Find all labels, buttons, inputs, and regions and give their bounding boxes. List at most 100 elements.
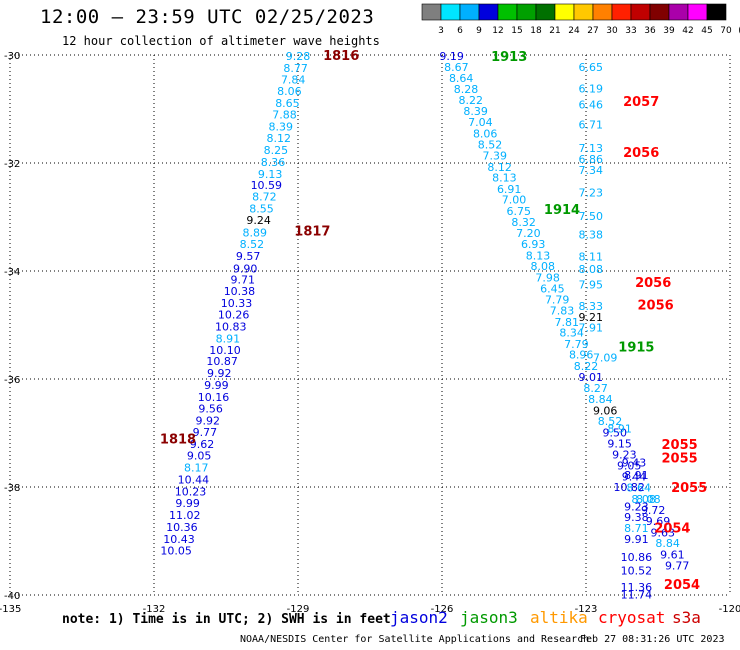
colorbar-swatch	[706, 3, 727, 21]
x-tick-label: -129	[287, 604, 310, 615]
colorbar-label: 18	[530, 26, 542, 36]
swh-point: 9.24	[246, 214, 271, 227]
colorbar-label: 39	[663, 26, 675, 36]
swh-point: 7.88	[272, 108, 297, 121]
y-tick-label: -32	[4, 159, 20, 170]
swh-point: 7.13	[579, 142, 604, 155]
swh-point: 7.09	[593, 351, 618, 364]
swh-point: 10.16	[198, 391, 230, 404]
swh-point: 6.91	[497, 183, 522, 196]
swh-point: 8.12	[487, 161, 512, 174]
swh-point: 9.38	[624, 511, 649, 524]
pass-time-label: 2054	[664, 578, 700, 593]
satellite-legend-item: altika	[530, 608, 588, 627]
swh-point: 10.33	[221, 297, 253, 310]
swh-point: 7.83	[550, 304, 575, 317]
swh-point: 6.45	[540, 282, 565, 295]
swh-point: 8.27	[583, 382, 608, 395]
swh-point: 10.10	[209, 344, 241, 357]
swh-point: 9.99	[204, 379, 229, 392]
swh-point: 6.65	[579, 61, 604, 74]
swh-point: 8.08	[636, 493, 661, 506]
swh-point: 9.28	[286, 50, 311, 63]
swh-point: 10.36	[166, 521, 198, 534]
swh-point: 8.52	[478, 139, 503, 152]
x-tick-label: -126	[431, 604, 454, 615]
page-title: 12:00 – 23:59 UTC 02/25/2023	[40, 6, 375, 28]
page-subtitle: 12 hour collection of altimeter wave hei…	[62, 34, 380, 48]
swh-point: 8.13	[492, 172, 517, 185]
swh-point: 7.23	[579, 187, 604, 200]
pass-time-label: 1914	[544, 203, 580, 218]
swh-point: 8.13	[526, 249, 551, 262]
swh-point: 6.19	[579, 82, 604, 95]
swh-point: 8.64	[627, 482, 652, 495]
swh-point: 6.75	[507, 205, 532, 218]
footer-note: note: 1) Time is in UTC; 2) SWH is in fe…	[62, 612, 391, 627]
pass-time-label: 1818	[160, 432, 196, 447]
swh-point: 8.91	[624, 469, 649, 482]
colorbar-label: 15	[511, 26, 522, 36]
pass-time-label: 2055	[671, 481, 707, 496]
pass-time-label: 2056	[635, 276, 671, 291]
colorbar-label: 27	[587, 26, 598, 36]
swh-point: 8.65	[275, 97, 300, 110]
swh-point: 10.86	[621, 551, 653, 564]
swh-point: 8.84	[655, 537, 680, 550]
swh-point: 11.74	[621, 588, 653, 601]
swh-point: 10.59	[251, 179, 283, 192]
swh-point: 10.43	[163, 533, 195, 546]
swh-point: 7.84	[281, 73, 306, 86]
swh-point: 9.01	[579, 371, 604, 384]
colorbar-label: 33	[625, 26, 636, 36]
swh-point: 8.55	[249, 202, 274, 215]
pass-time-label: 2055	[662, 438, 698, 453]
swh-point: 9.90	[233, 262, 258, 275]
colorbar-label: 24	[568, 26, 580, 36]
swh-point: 7.98	[535, 271, 560, 284]
swh-point: 7.79	[564, 338, 589, 351]
x-tick-label: -132	[143, 604, 166, 615]
colorbar-label: 42	[682, 26, 693, 36]
colorbar-label: 12	[492, 26, 503, 36]
swh-point: 9.43	[622, 457, 647, 470]
swh-point: 8.39	[268, 120, 293, 133]
swh-point: 8.91	[607, 423, 632, 436]
colorbar-label: 21	[549, 26, 560, 36]
swh-point: 9.63	[651, 526, 676, 539]
swh-point: 9.71	[231, 274, 256, 287]
swh-point: 7.20	[516, 227, 541, 240]
swh-point: 7.50	[579, 210, 604, 223]
satellite-legend-item: jason3	[460, 608, 518, 627]
footer-credit: NOAA/NESDIS Center for Satellite Applica…	[240, 634, 590, 645]
swh-point: 10.87	[206, 355, 238, 368]
swh-point: 8.39	[463, 105, 488, 118]
x-tick-label: -135	[0, 604, 21, 615]
swh-point: 10.44	[178, 473, 210, 486]
swh-point: 9.62	[190, 438, 215, 451]
swh-point: 8.36	[261, 156, 286, 169]
swh-point: 7.95	[579, 279, 604, 292]
y-tick-label: -38	[4, 483, 20, 494]
swh-point: 9.92	[207, 367, 232, 380]
pass-time-label: 1817	[294, 225, 330, 240]
swh-point: 7.91	[579, 322, 604, 335]
swh-point: 10.26	[218, 309, 250, 322]
pass-time-label: 2055	[662, 451, 698, 466]
swh-point: 6.93	[521, 238, 546, 251]
colorbar-label: 3	[438, 26, 444, 36]
swh-point: 6.71	[579, 119, 604, 132]
swh-point: 7.34	[579, 164, 604, 177]
swh-point: 8.77	[283, 62, 308, 75]
swh-point: 8.22	[459, 94, 484, 107]
swh-point: 9.99	[175, 497, 200, 510]
pass-time-label: 2056	[623, 146, 659, 161]
swh-point: 10.38	[224, 285, 256, 298]
pass-time-label: 1816	[323, 49, 359, 64]
swh-point: 8.06	[473, 127, 498, 140]
swh-point: 8.22	[574, 360, 599, 373]
swh-point: 8.33	[579, 300, 604, 313]
x-tick-label: -123	[575, 604, 598, 615]
